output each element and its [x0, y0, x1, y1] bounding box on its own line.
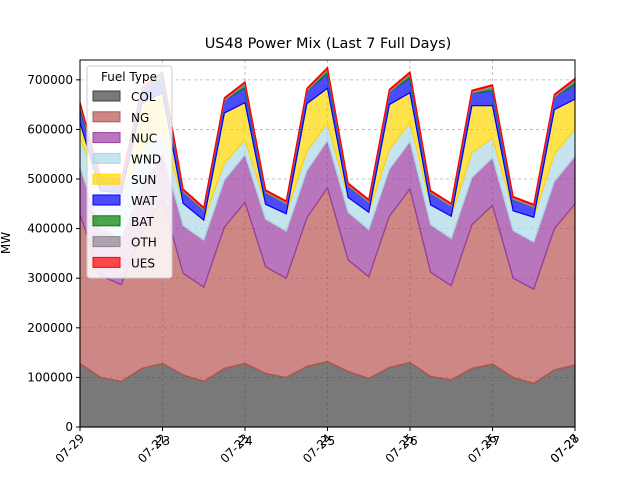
- legend-swatch: [92, 152, 121, 164]
- y-tick-label: 0: [65, 420, 73, 434]
- chart-title: US48 Power Mix (Last 7 Full Days): [205, 36, 452, 52]
- areas: [79, 66, 576, 428]
- legend-swatch: [92, 173, 121, 185]
- area: [79, 360, 576, 428]
- legend-label: UES: [131, 256, 155, 270]
- legend-label: WAT: [131, 194, 157, 208]
- legend-label: NG: [131, 111, 149, 125]
- x-day-label: 25: [320, 434, 335, 448]
- legend-swatch: [92, 132, 121, 144]
- legend-swatch: [92, 194, 121, 206]
- legend-label: OTH: [131, 236, 157, 250]
- plot-frame: [79, 59, 576, 428]
- legend-swatch: [92, 111, 121, 123]
- x-day-label: 26: [402, 434, 417, 448]
- x-day-label: 24: [237, 434, 252, 448]
- y-tick-label: 100000: [27, 370, 73, 384]
- y-tick-label: 700000: [27, 73, 73, 87]
- legend-swatch: [92, 90, 121, 102]
- legend-swatch: [92, 236, 121, 248]
- y-tick-label: 300000: [27, 271, 73, 285]
- x-day-label: 27: [485, 434, 500, 448]
- legend-label: SUN: [131, 173, 156, 187]
- y-axis-label: MW: [0, 232, 13, 254]
- legend-swatch: [92, 215, 121, 227]
- legend-label: NUC: [131, 132, 157, 146]
- legend: Fuel Type COL NG NUC WND SUN WAT BAT OTH UES: [86, 65, 173, 279]
- legend-title: Fuel Type: [101, 70, 157, 84]
- y-tick-label: 600000: [27, 122, 73, 136]
- legend-label: COL: [131, 90, 156, 104]
- legend-label: BAT: [131, 215, 155, 229]
- legend-label: WND: [131, 152, 161, 166]
- x-day-label: 23: [155, 434, 170, 448]
- legend-swatch: [92, 256, 121, 268]
- y-tick-label: 200000: [27, 321, 73, 335]
- y-tick-label: 500000: [27, 172, 73, 186]
- y-tick-label: 400000: [27, 222, 73, 236]
